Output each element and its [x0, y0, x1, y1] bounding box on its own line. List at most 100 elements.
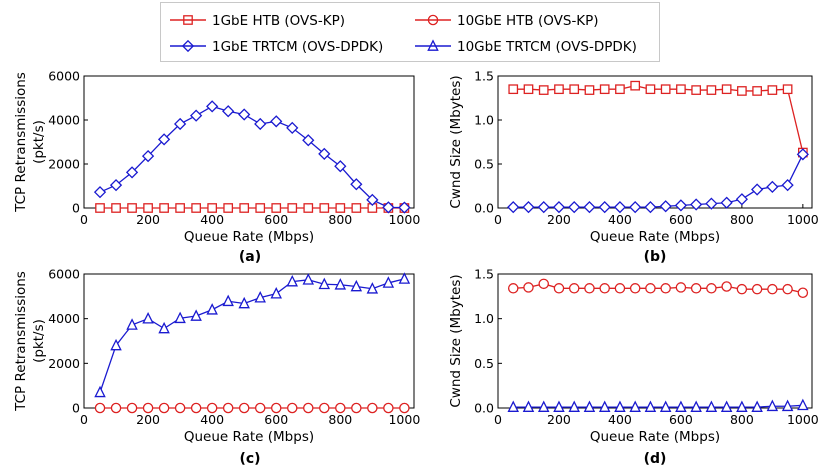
- data-point: [614, 283, 626, 294]
- x-tick-label: 800: [730, 412, 754, 427]
- y-tick-label: 1.5: [474, 69, 494, 84]
- data-point: [110, 338, 122, 351]
- y-axis-label: Cwnd Size (Mbytes): [448, 274, 464, 407]
- data-point: [507, 400, 519, 412]
- y-axis-label: (pkt/s): [31, 120, 47, 164]
- data-point: [127, 203, 137, 213]
- y-axis-label: (pkt/s): [31, 319, 47, 363]
- data-point: [645, 84, 656, 95]
- data-point: [175, 203, 185, 213]
- x-tick-label: 1000: [388, 212, 420, 227]
- data-point: [690, 283, 702, 294]
- data-point: [367, 402, 378, 414]
- series: [507, 148, 809, 214]
- x-axis-label: Queue Rate (Mbps): [184, 429, 314, 445]
- legend-entry: 10GbE TRTCM (OVS-DPDK): [415, 39, 637, 55]
- series: [93, 100, 411, 214]
- x-tick-label: 600: [669, 412, 693, 427]
- x-tick-label: 200: [547, 412, 571, 427]
- y-tick-label: 4000: [48, 311, 80, 326]
- data-point: [629, 400, 641, 412]
- legend-marker: [183, 15, 193, 25]
- series: [95, 203, 410, 213]
- x-axis-label: Queue Rate (Mbps): [590, 229, 720, 245]
- y-tick-label: 0: [72, 401, 80, 416]
- y-tick-label: 1.0: [474, 113, 494, 128]
- data-point: [552, 201, 566, 214]
- data-point: [554, 84, 564, 95]
- data-point: [350, 279, 363, 292]
- data-point: [207, 203, 218, 213]
- data-point: [334, 278, 347, 290]
- data-point: [287, 203, 298, 213]
- data-point: [584, 85, 595, 95]
- data-point: [569, 84, 580, 95]
- data-point: [94, 385, 106, 398]
- data-point: [286, 121, 299, 135]
- data-point: [95, 203, 105, 213]
- x-tick-label: 800: [328, 212, 352, 227]
- chart-panel-a: 0 200 400 600 800 1000 0 2000 4000 6000 Queue Rate…: [13, 69, 420, 266]
- data-point: [366, 282, 379, 294]
- data-point: [93, 186, 107, 199]
- data-point: [126, 402, 138, 414]
- data-point: [110, 402, 122, 414]
- data-point: [111, 203, 121, 213]
- x-tick-label: 800: [328, 412, 352, 427]
- y-axis-label: TCP Retransmissions: [13, 271, 29, 412]
- data-point: [335, 402, 346, 414]
- data-point: [254, 402, 266, 414]
- y-tick-label: 1.0: [474, 311, 494, 326]
- x-tick-label: 200: [136, 412, 160, 427]
- x-tick-label: 400: [608, 412, 632, 427]
- data-point: [142, 402, 154, 414]
- data-point: [522, 400, 535, 412]
- data-point: [721, 281, 732, 292]
- y-axis-label: Cwnd Size (Mbytes): [448, 75, 464, 208]
- data-point: [705, 400, 718, 412]
- panel-caption: (d): [644, 451, 667, 467]
- x-tick-label: 1000: [787, 212, 819, 227]
- y-tick-label: 0.5: [474, 157, 494, 172]
- data-point: [736, 283, 748, 295]
- data-point: [537, 400, 550, 412]
- data-point: [781, 179, 794, 192]
- x-tick-label: 200: [136, 212, 160, 227]
- data-point: [751, 183, 764, 196]
- chart-panel-c: 0 200 400 600 800 1000 0 2000 4000 6000 Queue Rate…: [13, 267, 420, 468]
- data-point: [659, 400, 672, 412]
- data-point: [751, 400, 763, 412]
- data-point: [568, 400, 580, 412]
- data-point: [507, 283, 519, 294]
- data-point: [335, 203, 346, 213]
- data-point: [157, 133, 171, 146]
- x-tick-label: 400: [608, 212, 632, 227]
- data-point: [645, 283, 656, 294]
- legend-label: 10GbE HTB (OVS-KP): [457, 13, 599, 29]
- data-point: [125, 166, 139, 179]
- data-point: [222, 294, 234, 307]
- data-point: [690, 400, 702, 412]
- series: [94, 272, 411, 398]
- data-point: [239, 203, 250, 213]
- data-point: [382, 276, 395, 288]
- data-point: [537, 201, 550, 214]
- legend-entry: 1GbE HTB (OVS-KP): [170, 13, 345, 29]
- data-point: [398, 272, 411, 284]
- data-point: [174, 311, 186, 324]
- data-point: [523, 282, 534, 293]
- data-point: [382, 201, 395, 214]
- data-point: [319, 203, 330, 213]
- data-point: [644, 201, 657, 214]
- data-point: [383, 402, 394, 414]
- data-point: [691, 85, 702, 95]
- data-point: [737, 86, 747, 96]
- data-point: [190, 109, 203, 122]
- data-point: [143, 203, 153, 213]
- data-point: [676, 84, 686, 95]
- data-point: [222, 105, 235, 118]
- panel-caption: (b): [644, 249, 667, 265]
- data-point: [318, 277, 331, 290]
- data-point: [782, 84, 793, 95]
- data-point: [706, 283, 717, 294]
